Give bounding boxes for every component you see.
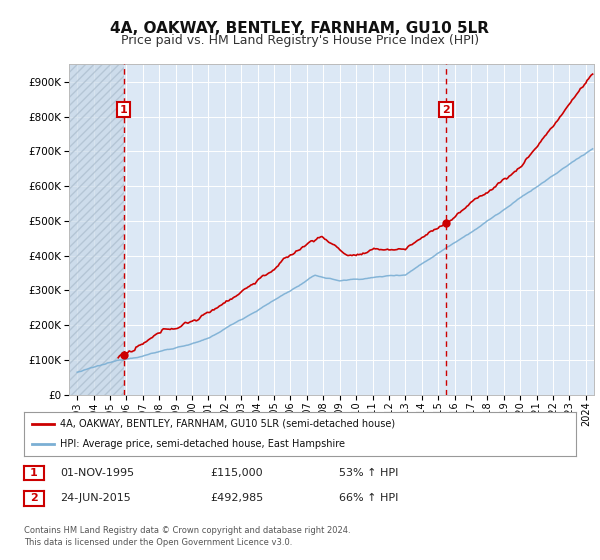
Text: 24-JUN-2015: 24-JUN-2015 [60,493,131,503]
Text: 1: 1 [120,105,128,115]
Text: £115,000: £115,000 [210,468,263,478]
Text: Contains HM Land Registry data © Crown copyright and database right 2024.: Contains HM Land Registry data © Crown c… [24,526,350,535]
Text: 53% ↑ HPI: 53% ↑ HPI [339,468,398,478]
Text: 01-NOV-1995: 01-NOV-1995 [60,468,134,478]
Text: 2: 2 [30,493,38,503]
Text: This data is licensed under the Open Government Licence v3.0.: This data is licensed under the Open Gov… [24,538,292,547]
Text: 66% ↑ HPI: 66% ↑ HPI [339,493,398,503]
Text: HPI: Average price, semi-detached house, East Hampshire: HPI: Average price, semi-detached house,… [60,439,345,449]
Text: 1: 1 [30,468,38,478]
Text: Price paid vs. HM Land Registry's House Price Index (HPI): Price paid vs. HM Land Registry's House … [121,34,479,46]
Text: 4A, OAKWAY, BENTLEY, FARNHAM, GU10 5LR: 4A, OAKWAY, BENTLEY, FARNHAM, GU10 5LR [110,21,490,36]
Text: 2: 2 [442,105,450,115]
Text: £492,985: £492,985 [210,493,263,503]
Text: 4A, OAKWAY, BENTLEY, FARNHAM, GU10 5LR (semi-detached house): 4A, OAKWAY, BENTLEY, FARNHAM, GU10 5LR (… [60,419,395,429]
